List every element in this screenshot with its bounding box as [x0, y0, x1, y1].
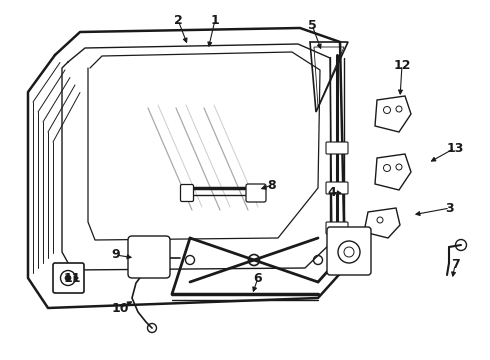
Text: 2: 2 [173, 14, 182, 27]
Text: 9: 9 [112, 248, 121, 261]
Text: 7: 7 [451, 258, 459, 271]
Text: 12: 12 [393, 59, 411, 72]
FancyBboxPatch shape [53, 263, 84, 293]
FancyBboxPatch shape [327, 227, 371, 275]
Circle shape [65, 275, 71, 281]
FancyBboxPatch shape [326, 142, 348, 154]
FancyBboxPatch shape [246, 184, 266, 202]
Text: 13: 13 [446, 141, 464, 154]
Text: 1: 1 [211, 14, 220, 27]
Text: 10: 10 [111, 302, 129, 315]
Text: 11: 11 [63, 271, 81, 284]
Text: 3: 3 [446, 202, 454, 215]
Text: 8: 8 [268, 179, 276, 192]
FancyBboxPatch shape [180, 185, 194, 202]
Text: 4: 4 [328, 185, 336, 198]
FancyBboxPatch shape [326, 182, 348, 194]
Text: 6: 6 [254, 271, 262, 284]
FancyBboxPatch shape [326, 222, 348, 234]
FancyBboxPatch shape [128, 236, 170, 278]
Text: 5: 5 [308, 18, 317, 32]
